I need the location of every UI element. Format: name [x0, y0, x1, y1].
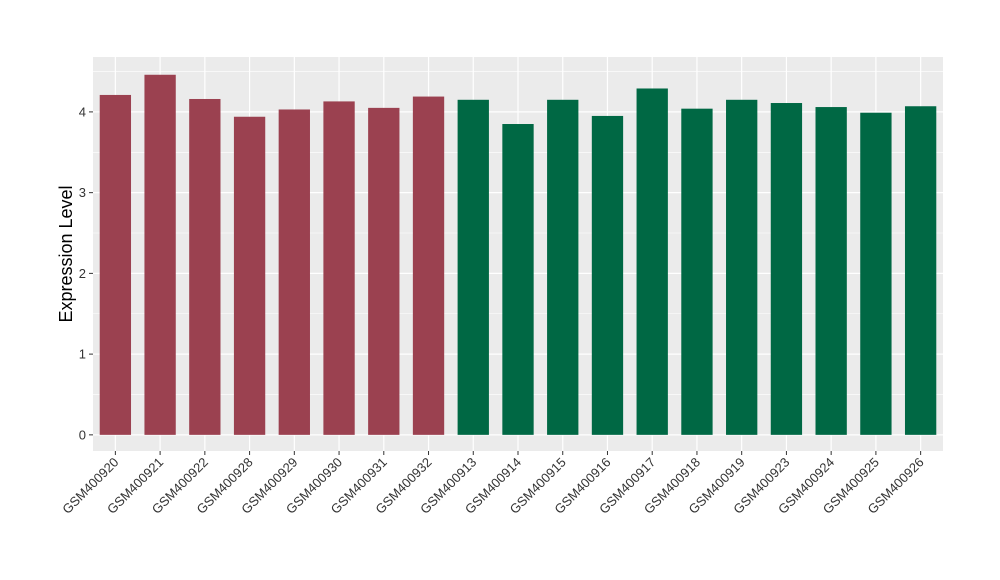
- bar-GSM400930: [323, 101, 355, 435]
- bar-GSM400913: [457, 99, 489, 435]
- bars: [99, 74, 937, 435]
- bar-GSM400920: [99, 94, 132, 435]
- bar-GSM400931: [368, 107, 400, 435]
- y-tick-label: 4: [79, 104, 86, 119]
- bar-GSM400918: [681, 108, 713, 435]
- bar-GSM400914: [502, 124, 534, 435]
- y-tick-label: 2: [79, 266, 86, 281]
- bar-GSM400925: [860, 112, 892, 435]
- bar-GSM400928: [233, 116, 266, 435]
- y-tick-label: 3: [79, 185, 86, 200]
- bar-GSM400929: [278, 109, 310, 435]
- bar-GSM400917: [636, 88, 668, 435]
- y-axis-title: Expression Level: [56, 185, 76, 322]
- x-axis: GSM400920GSM400921GSM400922GSM400928GSM4…: [59, 451, 927, 517]
- y-tick-label: 1: [79, 347, 86, 362]
- bar-GSM400921: [144, 74, 176, 435]
- y-axis: 0 1 2 3 4: [79, 104, 93, 442]
- bar-GSM400915: [547, 99, 579, 435]
- bar-GSM400922: [189, 98, 221, 435]
- bar-GSM400926: [904, 106, 937, 435]
- bar-GSM400923: [770, 103, 803, 435]
- bar-GSM400916: [591, 115, 624, 435]
- bar-GSM400924: [815, 107, 847, 435]
- y-tick-label: 0: [79, 427, 86, 442]
- bar-GSM400932: [412, 96, 445, 435]
- bar-GSM400919: [726, 99, 758, 435]
